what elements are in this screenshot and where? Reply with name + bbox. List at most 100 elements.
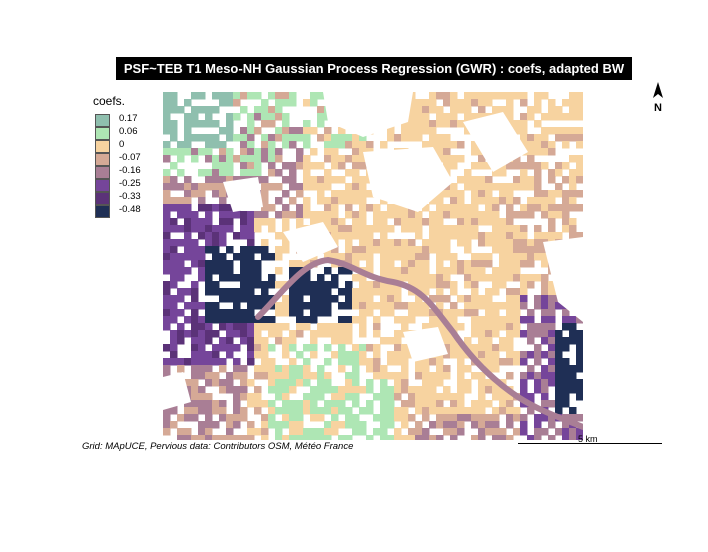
grid-cell (163, 232, 171, 240)
grid-cell (478, 316, 486, 324)
grid-cell (296, 379, 304, 387)
grid-cell (513, 197, 521, 205)
grid-cell (506, 225, 514, 233)
grid-cell (254, 393, 262, 401)
grid-cell (387, 134, 395, 142)
grid-cell (541, 295, 549, 303)
grid-cell (380, 218, 388, 226)
grid-cell (303, 197, 311, 205)
grid-cell (527, 197, 535, 205)
grid-cell (527, 309, 535, 317)
grid-cell (226, 113, 234, 121)
grid-cell (268, 274, 276, 282)
grid-cell (513, 232, 521, 240)
grid-cell (247, 253, 255, 261)
grid-cell (247, 267, 255, 275)
grid-cell (373, 365, 381, 373)
grid-cell (408, 127, 416, 135)
grid-cell (275, 302, 283, 310)
grid-cell (485, 351, 493, 359)
grid-cell (170, 92, 178, 100)
grid-cell (310, 309, 318, 317)
grid-cell (198, 435, 206, 440)
grid-cell (506, 253, 514, 261)
grid-cell (541, 204, 549, 212)
grid-cell (485, 190, 493, 198)
grid-cell (520, 302, 528, 310)
grid-cell (170, 225, 178, 233)
grid-cell (387, 372, 395, 380)
grid-cell (289, 127, 297, 135)
grid-cell (534, 323, 542, 331)
grid-cell (247, 344, 255, 352)
grid-cell (289, 176, 297, 184)
grid-cell (261, 141, 269, 149)
grid-cell (485, 428, 493, 436)
grid-cell (352, 148, 360, 156)
grid-cell (303, 281, 311, 289)
grid-cell (268, 225, 276, 233)
grid-cell (324, 295, 332, 303)
grid-cell (499, 386, 507, 394)
grid-cell (450, 400, 458, 408)
grid-cell (163, 407, 171, 415)
grid-cell (429, 232, 437, 240)
grid-cell (303, 372, 311, 380)
grid-cell (303, 260, 311, 268)
grid-cell (345, 288, 353, 296)
grid-cell (212, 162, 220, 170)
grid-cell (394, 218, 402, 226)
grid-cell (296, 162, 304, 170)
grid-cell (415, 274, 423, 282)
grid-cell (464, 260, 472, 268)
grid-cell (296, 204, 304, 212)
grid-cell (191, 120, 199, 128)
grid-cell (520, 141, 528, 149)
grid-cell (317, 218, 325, 226)
grid-cell (394, 428, 402, 436)
grid-cell (352, 288, 360, 296)
grid-cell (261, 365, 269, 373)
grid-cell (289, 421, 297, 429)
grid-cell (205, 330, 213, 338)
grid-cell (317, 435, 325, 440)
grid-cell (415, 428, 423, 436)
grid-cell (254, 155, 262, 163)
grid-cell (219, 141, 227, 149)
grid-cell (527, 274, 535, 282)
grid-cell (317, 197, 325, 205)
grid-cell (198, 225, 206, 233)
grid-cell (275, 421, 283, 429)
grid-cell (457, 106, 465, 114)
grid-cell (205, 379, 213, 387)
grid-cell (268, 218, 276, 226)
grid-cell (282, 134, 290, 142)
grid-cell (282, 295, 290, 303)
grid-cell (408, 253, 416, 261)
grid-cell (184, 197, 192, 205)
grid-cell (562, 386, 570, 394)
grid-cell (352, 134, 360, 142)
grid-cell (436, 281, 444, 289)
grid-cell (233, 400, 241, 408)
grid-cell (177, 358, 185, 366)
grid-cell (177, 323, 185, 331)
grid-cell (191, 295, 199, 303)
grid-cell (492, 421, 500, 429)
grid-cell (247, 155, 255, 163)
grid-cell (338, 400, 346, 408)
grid-cell (415, 120, 423, 128)
grid-cell (331, 337, 339, 345)
grid-cell (331, 421, 339, 429)
grid-cell (492, 316, 500, 324)
grid-cell (226, 344, 234, 352)
grid-cell (310, 288, 318, 296)
grid-cell (485, 260, 493, 268)
grid-cell (562, 316, 570, 324)
grid-cell (422, 253, 430, 261)
grid-cell (520, 232, 528, 240)
grid-cell (534, 176, 542, 184)
grid-cell (443, 295, 451, 303)
grid-cell (541, 281, 549, 289)
grid-cell (352, 393, 360, 401)
